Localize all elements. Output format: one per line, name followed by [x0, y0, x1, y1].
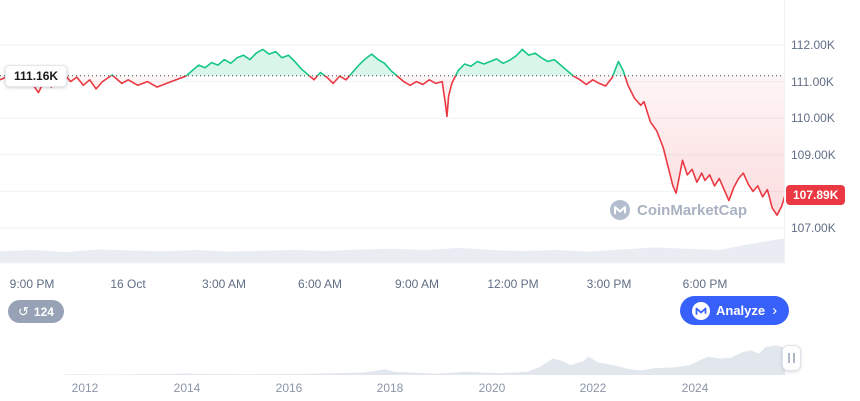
baseline-price-label: 111.16K	[5, 65, 68, 87]
price-axis-label: 111.00K	[791, 74, 834, 89]
navigator-year-label: 2020	[478, 381, 506, 395]
handle-grip-icon	[793, 353, 795, 363]
navigator-resize-handle[interactable]	[782, 345, 801, 371]
watermark-text: CoinMarketCap	[637, 201, 748, 219]
price-axis-label: 109.00K	[791, 147, 836, 162]
navigator-year-label: 2014	[173, 381, 201, 395]
navigator-year-label: 2018	[376, 381, 404, 395]
time-axis-label: 9:00 AM	[394, 277, 440, 291]
time-axis-label: 6:00 AM	[297, 277, 343, 291]
time-axis-label: 12:00 PM	[487, 277, 539, 291]
time-axis-label: 16 Oct	[110, 277, 146, 291]
price-axis-label: 110.00K	[791, 111, 835, 126]
price-series-svg	[0, 0, 785, 264]
history-icon: ↺	[18, 304, 29, 319]
time-axis-label: 6:00 PM	[682, 277, 728, 291]
coinmarketcap-logo-icon	[610, 200, 630, 220]
navigator-year-label: 2016	[275, 381, 303, 395]
time-axis-label: 3:00 PM	[586, 277, 632, 291]
current-price-badge: 107.89K	[786, 185, 846, 205]
time-axis-label: 9:00 PM	[9, 277, 55, 291]
coinmarketcap-watermark: CoinMarketCap	[610, 200, 747, 220]
navigator-year-label: 2012	[71, 381, 99, 395]
navigator-year-label: 2022	[579, 381, 607, 395]
price-axis-label: 112.00K	[791, 38, 835, 52]
chart-navigator[interactable]	[65, 338, 785, 376]
analyze-button[interactable]: Analyze ›	[680, 296, 790, 325]
handle-grip-icon	[788, 353, 790, 363]
navigator-series-svg	[65, 345, 785, 375]
time-axis-label: 3:00 AM	[201, 277, 247, 291]
navigator-year-label: 2024	[681, 381, 709, 395]
coinmarketcap-logo-icon	[692, 301, 710, 320]
price-axis-label: 107.00K	[791, 221, 836, 235]
candle-count-badge: ↺ 124	[8, 300, 64, 323]
candle-count-value: 124	[33, 304, 54, 319]
chevron-right-icon: ›	[772, 302, 778, 319]
analyze-label: Analyze	[716, 303, 766, 318]
